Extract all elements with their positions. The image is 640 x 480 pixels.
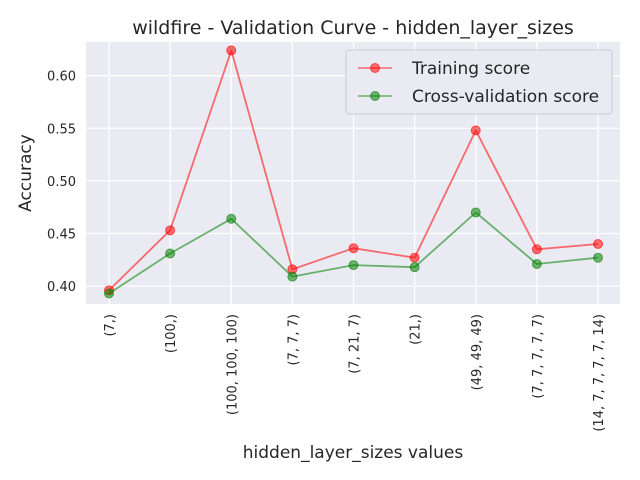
chart-title: wildfire - Validation Curve - hidden_lay… — [132, 17, 574, 39]
data-point-training — [348, 243, 359, 254]
data-point-cross-validation — [531, 259, 542, 270]
x-tick-label: (7, 7, 7, 7, 7) — [531, 314, 546, 399]
data-point-cross-validation — [348, 260, 359, 271]
y-tick-label: 0.45 — [47, 228, 76, 243]
series-layer — [104, 45, 603, 299]
y-tick-labels: 0.40 0.45 0.50 0.55 0.60 — [47, 70, 76, 295]
x-tick-label: (14, 7, 7, 7, 7, 14) — [592, 314, 607, 432]
y-tick-label: 0.40 — [47, 280, 76, 295]
x-axis-label: hidden_layer_sizes values — [243, 443, 464, 463]
data-point-cross-validation — [593, 252, 603, 263]
data-point-training — [531, 244, 542, 255]
data-point-training — [593, 239, 603, 250]
x-tick-label: (7, 7, 7) — [286, 314, 301, 366]
x-tick-label: (100, 100, 100) — [225, 314, 240, 415]
legend-marker-cv — [370, 91, 380, 101]
legend-label-cv: Cross-validation score — [412, 87, 599, 107]
data-point-training — [226, 45, 237, 56]
x-tick-labels: (7,) (100,) (100, 100, 100) (7, 7, 7) (7, 21… — [103, 314, 607, 432]
y-tick-label: 0.60 — [47, 70, 76, 85]
data-point-training — [470, 125, 481, 136]
legend-label-training: Training score — [411, 59, 530, 79]
data-point-cross-validation — [104, 288, 114, 299]
data-point-cross-validation — [165, 248, 176, 259]
data-point-cross-validation — [409, 262, 420, 273]
x-tick-label: (7, 21, 7) — [348, 314, 363, 374]
y-tick-label: 0.55 — [47, 122, 76, 137]
data-point-cross-validation — [470, 207, 481, 218]
x-tick-label: (7,) — [103, 314, 118, 337]
y-axis-label: Accuracy — [16, 134, 36, 212]
legend-marker-training — [370, 63, 380, 73]
y-tick-label: 0.50 — [47, 175, 76, 190]
data-point-training — [165, 225, 176, 236]
legend: Training score Cross-validation score — [345, 49, 613, 115]
x-tick-label: (21,) — [409, 314, 424, 345]
legend-box — [345, 49, 613, 115]
data-point-cross-validation — [226, 213, 237, 224]
data-point-cross-validation — [287, 271, 298, 282]
data-point-training — [409, 252, 420, 263]
x-tick-label: (100,) — [164, 314, 179, 353]
x-tick-label: (49, 49, 49) — [470, 314, 485, 390]
